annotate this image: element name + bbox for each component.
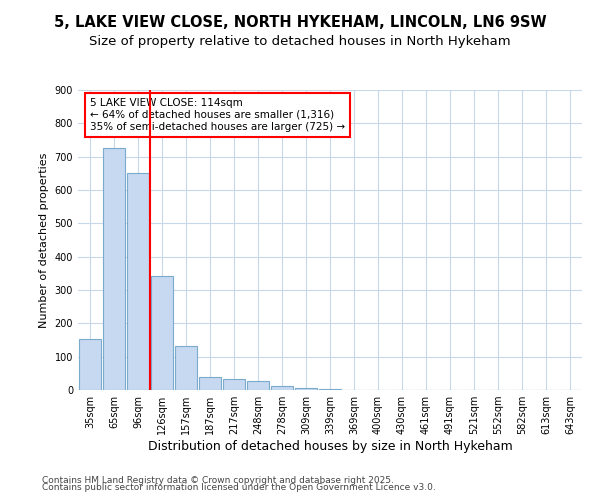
Text: Size of property relative to detached houses in North Hykeham: Size of property relative to detached ho… <box>89 35 511 48</box>
Bar <box>175 346 197 390</box>
Text: 5, LAKE VIEW CLOSE, NORTH HYKEHAM, LINCOLN, LN6 9SW: 5, LAKE VIEW CLOSE, NORTH HYKEHAM, LINCO… <box>53 15 547 30</box>
Bar <box>79 339 101 390</box>
Bar <box>103 148 125 390</box>
Bar <box>151 276 173 390</box>
Bar <box>247 380 269 390</box>
Text: 5 LAKE VIEW CLOSE: 114sqm
← 64% of detached houses are smaller (1,316)
35% of se: 5 LAKE VIEW CLOSE: 114sqm ← 64% of detac… <box>90 98 345 132</box>
Bar <box>199 376 221 390</box>
Bar <box>319 389 341 390</box>
Bar <box>127 174 149 390</box>
Bar <box>295 388 317 390</box>
Text: Contains HM Land Registry data © Crown copyright and database right 2025.: Contains HM Land Registry data © Crown c… <box>42 476 394 485</box>
X-axis label: Distribution of detached houses by size in North Hykeham: Distribution of detached houses by size … <box>148 440 512 453</box>
Bar <box>271 386 293 390</box>
Text: Contains public sector information licensed under the Open Government Licence v3: Contains public sector information licen… <box>42 484 436 492</box>
Y-axis label: Number of detached properties: Number of detached properties <box>39 152 49 328</box>
Bar <box>223 379 245 390</box>
